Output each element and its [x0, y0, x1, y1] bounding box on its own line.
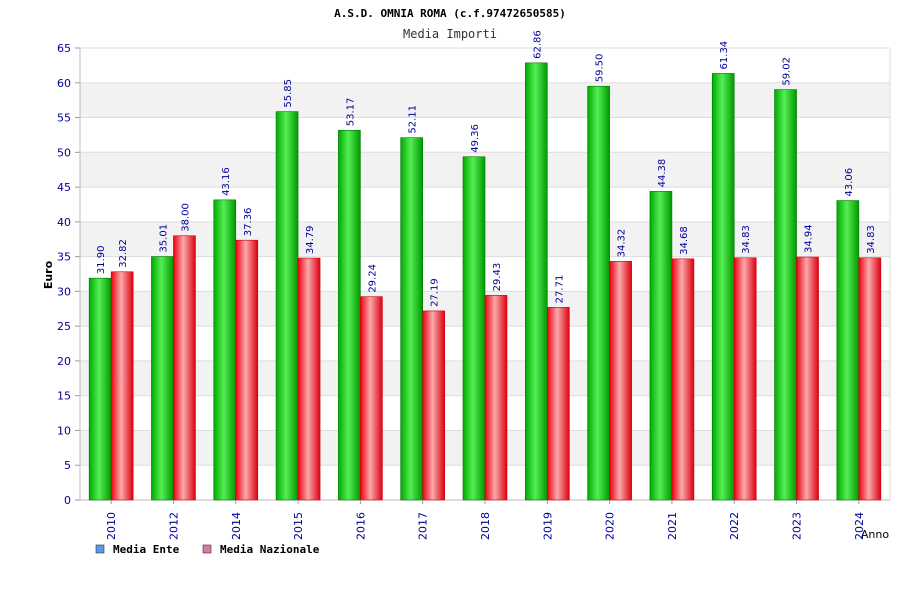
- bar-media-nazionale: [796, 256, 819, 501]
- y-tick-label: 0: [64, 494, 71, 507]
- bar-media-ente: [774, 89, 797, 501]
- data-label: 55.85: [283, 79, 294, 108]
- x-tick-label: 2020: [604, 512, 617, 540]
- grid-band: [80, 117, 890, 153]
- x-tick-label: 2014: [230, 512, 243, 540]
- legend-swatch-media-ente: [95, 544, 105, 554]
- bar-media-nazionale: [297, 257, 321, 501]
- y-tick-label: 15: [57, 390, 71, 403]
- bar-media-ente: [525, 62, 548, 501]
- bar-media-ente: [462, 156, 486, 501]
- grid-band: [80, 82, 890, 118]
- y-tick-label: 45: [57, 181, 71, 194]
- bar-media-nazionale: [547, 307, 570, 501]
- data-label: 43.16: [221, 167, 232, 196]
- x-tick-label: 2021: [666, 512, 679, 540]
- bar-media-ente: [587, 85, 610, 501]
- bar-media-nazionale: [484, 295, 508, 501]
- x-tick-label: 2015: [292, 512, 305, 540]
- legend-label-media-nazionale: Media Nazionale: [220, 543, 320, 556]
- x-tick-label: 2010: [105, 512, 118, 540]
- legend-label-media-ente: Media Ente: [113, 543, 180, 556]
- bar-media-nazionale: [609, 261, 632, 501]
- bar-media-ente: [711, 73, 735, 501]
- bar-media-ente: [338, 129, 361, 501]
- data-label: 59.02: [782, 57, 793, 86]
- data-label: 34.32: [617, 229, 628, 258]
- y-axis-label: Euro: [42, 260, 55, 289]
- bar-media-nazionale: [733, 257, 757, 501]
- data-label: 29.24: [367, 264, 378, 293]
- data-label: 35.01: [158, 224, 169, 253]
- bar-media-ente: [400, 137, 423, 501]
- bar-media-nazionale: [858, 257, 882, 501]
- data-label: 43.06: [844, 168, 855, 197]
- data-label: 44.38: [657, 159, 668, 188]
- data-label: 34.83: [866, 225, 877, 254]
- chart-subtitle: Media Importi: [403, 27, 497, 41]
- chart-title: A.S.D. OMNIA ROMA (c.f.97472650585): [334, 7, 566, 20]
- x-tick-label: 2016: [354, 512, 367, 540]
- data-label: 59.50: [595, 54, 606, 83]
- data-label: 29.43: [492, 263, 503, 292]
- data-label: 27.19: [430, 278, 441, 307]
- x-tick-label: 2018: [479, 512, 492, 540]
- legend-swatch-media-nazionale: [202, 544, 212, 554]
- y-tick-label: 60: [57, 77, 71, 90]
- bar-media-ente: [275, 111, 299, 501]
- data-label: 31.90: [96, 246, 107, 275]
- y-tick-label: 40: [57, 216, 71, 229]
- legend: Media Ente Media Nazionale: [95, 543, 320, 556]
- bar-media-ente: [151, 256, 174, 501]
- bar-media-nazionale: [173, 235, 196, 501]
- bar-media-nazionale: [422, 310, 445, 501]
- y-tick-label: 5: [64, 459, 71, 472]
- data-label: 37.36: [243, 208, 254, 237]
- y-tick-label: 25: [57, 320, 71, 333]
- y-tick-label: 10: [57, 424, 71, 437]
- y-tick-label: 65: [57, 42, 71, 55]
- x-axis-label: Anno: [861, 528, 889, 541]
- bar-media-ente: [649, 191, 673, 501]
- data-label: 34.94: [804, 224, 815, 253]
- data-label: 62.86: [532, 30, 543, 59]
- x-tick-label: 2017: [417, 512, 430, 540]
- data-label: 32.82: [118, 239, 129, 268]
- y-tick-label: 20: [57, 355, 71, 368]
- data-label: 61.34: [719, 41, 730, 70]
- data-label: 52.11: [408, 105, 419, 134]
- y-tick-label: 35: [57, 251, 71, 264]
- bar-media-ente: [88, 277, 112, 501]
- x-tick-label: 2024: [853, 512, 866, 540]
- y-tick-label: 30: [57, 285, 71, 298]
- bar-media-nazionale: [235, 239, 259, 501]
- x-tick-label: 2023: [791, 512, 804, 540]
- grid-band: [80, 48, 890, 83]
- bar-media-nazionale: [360, 296, 383, 501]
- bar-media-ente: [213, 199, 237, 501]
- data-label: 27.71: [554, 275, 565, 304]
- data-label: 34.83: [741, 225, 752, 254]
- data-label: 34.79: [305, 225, 316, 254]
- data-label: 53.17: [345, 98, 356, 127]
- y-tick-label: 50: [57, 146, 71, 159]
- bar-media-nazionale: [671, 258, 695, 501]
- data-label: 38.00: [180, 203, 191, 232]
- bar-media-nazionale: [110, 271, 134, 501]
- y-tick-label: 55: [57, 112, 71, 125]
- data-label: 34.68: [679, 226, 690, 255]
- data-label: 49.36: [470, 124, 481, 153]
- x-tick-label: 2012: [167, 512, 180, 540]
- x-tick-label: 2019: [541, 512, 554, 540]
- plot-area: 0 5 10 15 20 25 30 35 40 45 50 55 60 65 31.90 32.82 2010…: [57, 30, 891, 540]
- bar-media-ente: [836, 200, 860, 501]
- x-tick-label: 2022: [728, 512, 741, 540]
